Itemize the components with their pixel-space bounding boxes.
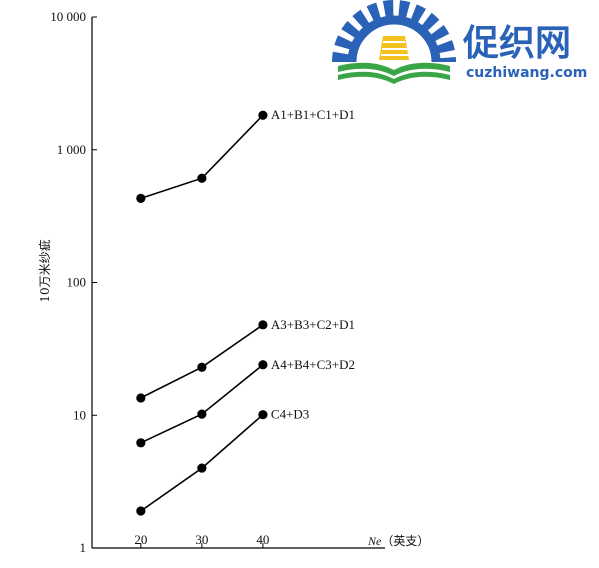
brand-text: 促织网 bbox=[462, 23, 571, 64]
book-icon bbox=[338, 62, 450, 84]
data-point bbox=[197, 463, 207, 473]
series-line bbox=[140, 414, 264, 512]
data-point bbox=[136, 438, 146, 448]
gear-icon bbox=[332, 0, 456, 63]
series-3: A4+B4+C3+D2 bbox=[136, 357, 355, 448]
data-point bbox=[197, 362, 207, 372]
series-line bbox=[140, 324, 264, 399]
y-tick-label: 1 bbox=[80, 540, 87, 555]
x-tick-label: 20 bbox=[134, 532, 147, 547]
data-point bbox=[258, 360, 268, 370]
x-axis-label: Ne（英支） bbox=[367, 534, 429, 548]
data-point bbox=[136, 193, 146, 204]
x-axis-label-unit: （英支） bbox=[381, 534, 429, 548]
data-point bbox=[258, 410, 268, 420]
series-label: A1+B1+C1+D1 bbox=[271, 107, 355, 122]
y-tick-label: 10 bbox=[73, 407, 86, 422]
y-axis-label: 10万米纱疵 bbox=[37, 239, 52, 302]
data-point bbox=[258, 320, 268, 330]
data-point bbox=[136, 393, 146, 403]
site-text: cuzhiwang.com bbox=[466, 65, 587, 81]
data-point bbox=[197, 409, 207, 419]
series-layer: A1+B1+C1+D1 A3+B3+C2+D1 A4+B4+C3+D2 C4+D3 bbox=[136, 107, 355, 516]
spool-icon bbox=[379, 36, 409, 60]
data-point bbox=[258, 110, 268, 120]
data-point bbox=[197, 173, 207, 183]
series-label: C4+D3 bbox=[271, 407, 309, 422]
x-tick-label: 30 bbox=[195, 532, 208, 547]
watermark-logo: 促织网 cuzhiwang.com bbox=[332, 0, 587, 84]
series-line bbox=[140, 114, 264, 200]
y-tick-label: 10 000 bbox=[50, 9, 86, 24]
x-axis-label-italic: Ne bbox=[367, 534, 382, 548]
x-ticks: 20 30 40 bbox=[134, 532, 269, 548]
y-tick-label: 1 000 bbox=[57, 142, 86, 157]
series-label: A4+B4+C3+D2 bbox=[271, 357, 355, 372]
data-point bbox=[136, 506, 146, 516]
y-tick-label: 100 bbox=[67, 275, 87, 290]
series-2: A3+B3+C2+D1 bbox=[136, 317, 355, 403]
y-ticks: 1 10 100 1 000 10 000 bbox=[50, 9, 97, 555]
series-label: A3+B3+C2+D1 bbox=[271, 317, 355, 332]
x-tick-label: 40 bbox=[256, 532, 269, 547]
series-1: A1+B1+C1+D1 bbox=[136, 107, 355, 204]
series-4: C4+D3 bbox=[136, 407, 309, 516]
